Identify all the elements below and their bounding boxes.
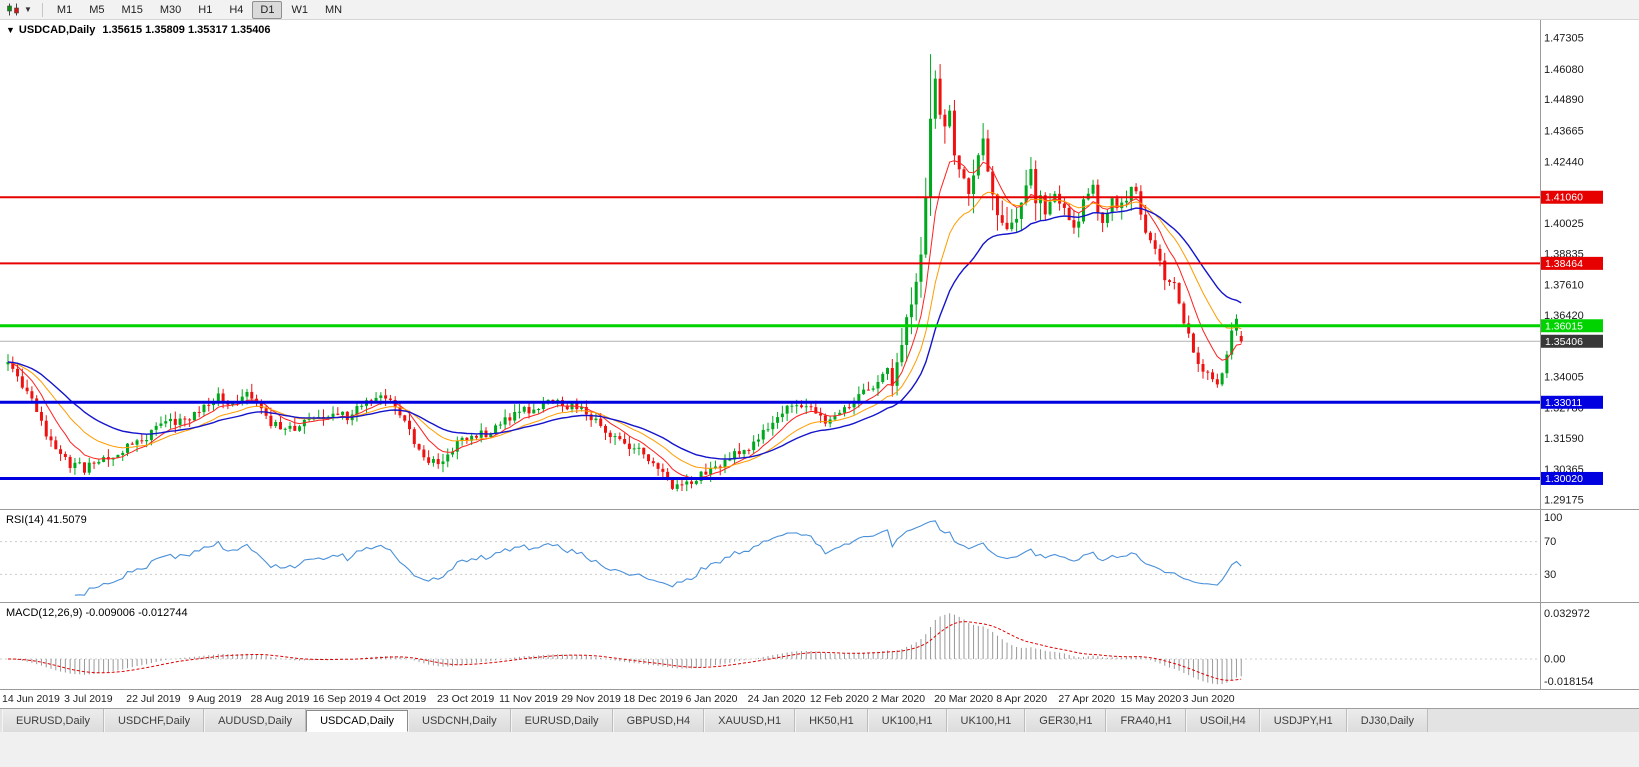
chart-tab-eurusd-daily[interactable]: EURUSD,Daily (510, 709, 613, 732)
chart-tab-eurusd-daily[interactable]: EURUSD,Daily (2, 709, 104, 732)
chart-tabs-bar: EURUSD,Daily USDCHF,Daily AUDUSD,Daily USDC… (0, 708, 1639, 732)
date-axis-label: 3 Jul 2019 (64, 693, 113, 705)
price-axis-label: 1.46080 (1544, 64, 1584, 76)
date-axis-label: 22 Jul 2019 (126, 693, 180, 705)
price-axis-label: 1.37610 (1544, 280, 1584, 292)
chart-tab-usdjpy-h1[interactable]: USDJPY,H1 (1259, 709, 1347, 732)
rsi-axis-label: 30 (1544, 569, 1556, 581)
svg-text:1.41060: 1.41060 (1545, 192, 1583, 204)
date-axis-label: 9 Aug 2019 (188, 693, 241, 705)
price-axis-label: 1.40025 (1544, 218, 1584, 230)
price-axis-label: 1.44890 (1544, 94, 1584, 106)
date-axis-label: 2 Mar 2020 (872, 693, 925, 705)
svg-text:1.38464: 1.38464 (1545, 258, 1583, 270)
price-level-label-1.36015: 1.36015 (1541, 319, 1603, 333)
date-axis-label: 6 Jan 2020 (686, 693, 738, 705)
chart-title-ohlc: 1.35615 1.35809 1.35317 1.35406 (102, 24, 271, 36)
date-axis-label: 12 Feb 2020 (810, 693, 869, 705)
date-axis-label: 16 Sep 2019 (313, 693, 373, 705)
macd-axis-label: 0.00 (1544, 653, 1565, 665)
rsi-axis-label: 100 (1544, 512, 1562, 524)
chart-tab-usoil-h4[interactable]: USOil,H4 (1185, 709, 1260, 732)
symbol-dropdown-icon[interactable]: ▼ (6, 25, 15, 35)
macd-signal-line (8, 621, 1242, 681)
chart-tab-usdcnh-daily[interactable]: USDCNH,Daily (408, 709, 511, 732)
chart-title-symbol: USDCAD,Daily (18, 24, 96, 36)
ma-30-line (7, 207, 1242, 460)
chart-tab-dj30-daily[interactable]: DJ30,Daily (1346, 709, 1428, 732)
date-axis-label: 14 Jun 2019 (2, 693, 60, 705)
rsi-line (74, 520, 1242, 596)
price-axis-label: 1.29175 (1544, 494, 1584, 506)
date-axis-label: 11 Nov 2019 (499, 693, 558, 705)
chart-window[interactable]: 1.47305 1.46080 1.44890 1.43665 1.42440 1.400… (0, 20, 1639, 708)
date-axis-label: 15 May 2020 (1121, 693, 1182, 705)
chart-type-icon[interactable] (6, 3, 21, 16)
timeframe-w1-button[interactable]: W1 (291, 3, 308, 16)
chart-tab-audusd-daily[interactable]: AUDUSD,Daily (204, 709, 307, 732)
date-axis-label: 24 Jan 2020 (748, 693, 806, 705)
rsi-indicator-label: RSI(14) 41.5079 (6, 514, 87, 526)
chart-title: ▼ USDCAD,Daily 1.35615 1.35809 1.35317 1.3… (6, 24, 271, 36)
chart-canvas[interactable]: 1.47305 1.46080 1.44890 1.43665 1.42440 1.400… (0, 20, 1639, 708)
date-axis-label: 8 Apr 2020 (996, 693, 1047, 705)
chart-tab-ger30-h1[interactable]: GER30,H1 (1025, 709, 1107, 732)
timeframe-h1-button[interactable]: H1 (198, 3, 213, 16)
ma-17-line (7, 191, 1242, 469)
price-axis-label: 1.31590 (1544, 433, 1584, 445)
timeframe-m15-button[interactable]: M15 (121, 3, 143, 16)
chart-tab-usdcad-daily[interactable]: USDCAD,Daily (306, 710, 409, 732)
chart-tab-hk50-h1[interactable]: HK50,H1 (795, 709, 868, 732)
svg-text:1.35406: 1.35406 (1545, 336, 1583, 348)
price-axis-label: 1.34005 (1544, 371, 1584, 383)
date-axis-label: 28 Aug 2019 (251, 693, 310, 705)
price-level-label-1.30020: 1.30020 (1541, 471, 1603, 485)
svg-text:1.36015: 1.36015 (1545, 320, 1583, 332)
date-axis-label: 23 Oct 2019 (437, 693, 494, 705)
date-axis-label: 4 Oct 2019 (375, 693, 427, 705)
chart-tab-xauusd-h1[interactable]: XAUUSD,H1 (704, 709, 796, 732)
chart-tab-gbpusd-h4[interactable]: GBPUSD,H4 (612, 709, 705, 732)
price-level-label-1.41060: 1.41060 (1541, 190, 1603, 204)
status-bar (0, 732, 1639, 767)
chart-type-dropdown-icon[interactable]: ▼ (24, 5, 32, 14)
svg-text:1.33011: 1.33011 (1545, 397, 1582, 409)
chart-tab-fra40-h1[interactable]: FRA40,H1 (1106, 709, 1186, 732)
price-level-label-1.38464: 1.38464 (1541, 256, 1603, 270)
timeframe-mn-button[interactable]: MN (324, 3, 343, 16)
top-toolbar: ▼ M1 M5 M15 M30 H1 H4 D1 W1 MN (0, 0, 1639, 20)
price-level-label-1.33011: 1.33011 (1541, 395, 1603, 409)
timeframe-m30-button[interactable]: M30 (159, 3, 182, 16)
timeframe-m1-button[interactable]: M1 (56, 3, 73, 16)
timeframe-h4-button[interactable]: H4 (229, 3, 244, 16)
timeframe-d1-button[interactable]: D1 (252, 0, 283, 19)
chart-tab-usdchf-daily[interactable]: USDCHF,Daily (103, 709, 205, 732)
date-axis-label: 27 Apr 2020 (1058, 693, 1115, 705)
macd-axis-label: 0.032972 (1544, 608, 1590, 620)
date-axis-label: 20 Mar 2020 (934, 693, 993, 705)
date-axis-label: 29 Nov 2019 (561, 693, 621, 705)
chart-tab-uk100-h1[interactable]: UK100,H1 (946, 709, 1026, 732)
macd-axis-label: -0.018154 (1544, 676, 1594, 688)
toolbar-separator (41, 2, 43, 17)
timeframe-buttons: M1 M5 M15 M30 H1 H4 D1 W1 MN (49, 0, 350, 19)
current-price-label: 1.35406 (1541, 334, 1603, 348)
candlestick-chart-icon (7, 3, 19, 16)
date-axis-label: 3 Jun 2020 (1183, 693, 1235, 705)
price-axis-label: 1.47305 (1544, 33, 1584, 45)
date-axis-label: 18 Dec 2019 (623, 693, 683, 705)
price-axis-label: 1.43665 (1544, 125, 1584, 137)
chart-tab-uk100-h1[interactable]: UK100,H1 (867, 709, 947, 732)
svg-text:1.30020: 1.30020 (1545, 473, 1583, 485)
macd-indicator-label: MACD(12,26,9) -0.009006 -0.012744 (6, 607, 188, 619)
timeframe-m5-button[interactable]: M5 (89, 3, 105, 16)
price-axis-label: 1.36420 (1544, 310, 1584, 322)
price-axis-label: 1.42440 (1544, 157, 1584, 169)
rsi-axis-label: 70 (1544, 536, 1556, 548)
